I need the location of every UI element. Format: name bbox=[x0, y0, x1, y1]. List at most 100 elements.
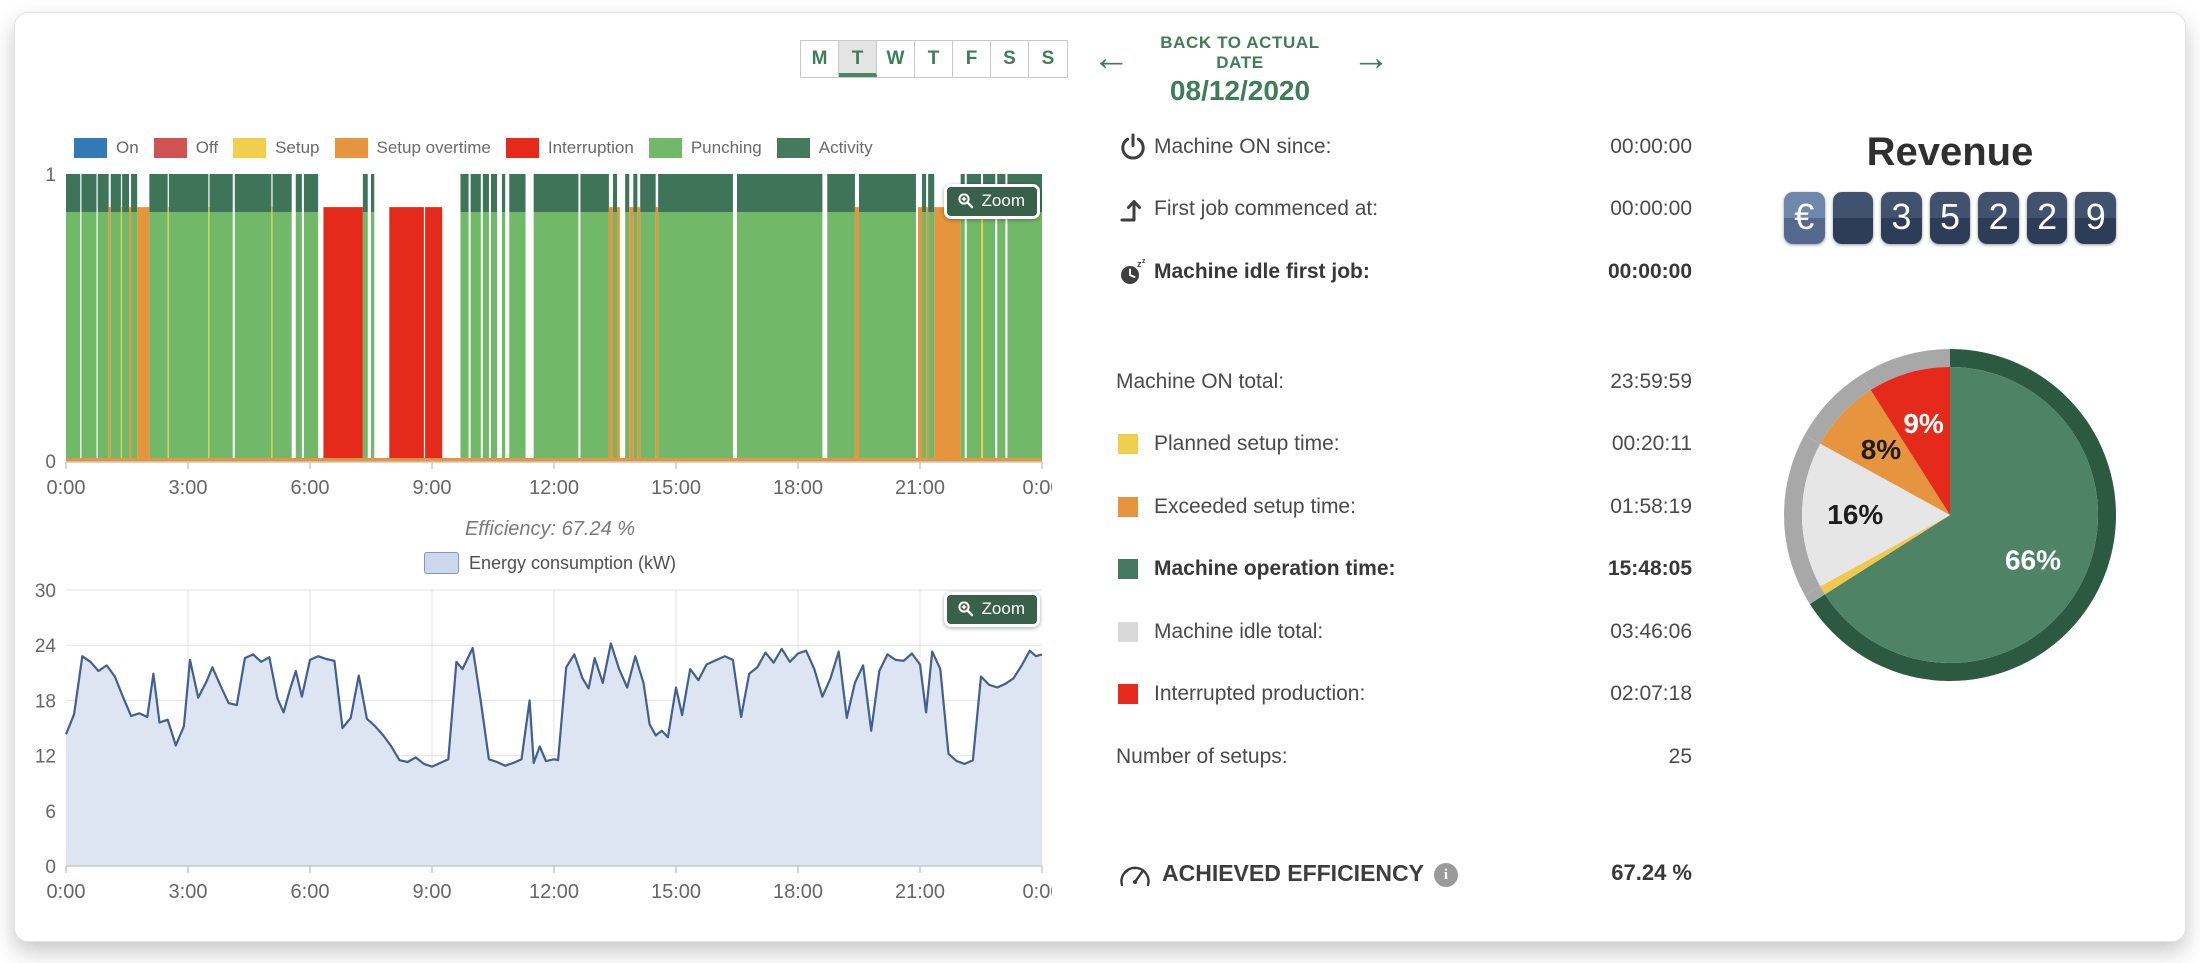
legend-item-off[interactable]: Off bbox=[153, 138, 219, 158]
svg-text:0:00: 0:00 bbox=[47, 881, 86, 903]
energy-legend-item[interactable]: Energy consumption (kW) bbox=[330, 552, 770, 574]
pie-slice-machine-operation-time[interactable] bbox=[1825, 367, 2098, 663]
svg-text:9:00: 9:00 bbox=[413, 881, 452, 903]
revenue-odometer: €3 5 2 2 9 bbox=[1783, 192, 2117, 244]
svg-text:12:00: 12:00 bbox=[529, 881, 579, 903]
svg-text:18: 18 bbox=[35, 691, 56, 712]
stat-first-job-commenced: First job commenced at: 00:00:00 bbox=[1116, 189, 1692, 229]
legend-swatch bbox=[776, 138, 810, 158]
stat-machine-operation-time: Machine operation time: 15:48:05 bbox=[1116, 549, 1692, 589]
timeline-series bbox=[66, 174, 1042, 462]
energy-area bbox=[66, 643, 1042, 866]
zoom-button-label: Zoom bbox=[981, 599, 1025, 618]
svg-text:30: 30 bbox=[35, 581, 56, 602]
pie-slice-interrupted-production[interactable] bbox=[1870, 367, 1950, 515]
energy-consumption-chart[interactable]: 0 6 12 18 24 30 0:00 3:00 6:00 9:00 12:00 15:00 18:0… bbox=[28, 578, 1062, 913]
day-cell-6[interactable]: S bbox=[1029, 41, 1067, 77]
idle-color-swatch bbox=[1118, 622, 1138, 642]
achieved-efficiency-value: 67.24 % bbox=[1611, 860, 1692, 885]
revenue-digit-tile: 9 bbox=[2075, 192, 2117, 244]
day-cell-3[interactable]: T bbox=[915, 41, 953, 77]
legend-label: Off bbox=[195, 138, 219, 157]
date-navigator[interactable]: BACK TO ACTUAL DATE 08/12/2020 bbox=[1135, 33, 1345, 107]
idle-clock-icon: z z bbox=[1121, 258, 1146, 284]
time-distribution-pie-chart[interactable]: 66% 16% 8% 9% bbox=[1768, 333, 2132, 697]
legend-label: Activity bbox=[818, 138, 873, 157]
energy-legend-swatch bbox=[423, 552, 459, 574]
revenue-digit-tile: 2 bbox=[2026, 192, 2068, 244]
day-cell-1[interactable]: T bbox=[839, 41, 877, 77]
energy-legend-label: Energy consumption (kW) bbox=[468, 552, 677, 573]
magnifier-plus-icon bbox=[957, 193, 973, 209]
svg-text:24: 24 bbox=[35, 636, 57, 657]
machine-state-timeline-chart[interactable]: 0:00 3:00 6:00 9:00 12:00 15:00 18:00 21:00 0:00… bbox=[28, 160, 1061, 510]
pie-ring-segment bbox=[1784, 435, 1821, 595]
back-to-actual-date-label[interactable]: BACK TO ACTUAL DATE bbox=[1160, 33, 1320, 72]
efficiency-note: Efficiency: 67.24 % bbox=[464, 518, 636, 540]
timeline-zoom-button[interactable]: Zoom bbox=[943, 184, 1040, 219]
legend-swatch bbox=[505, 138, 539, 158]
next-day-arrow[interactable]: → bbox=[1352, 37, 1390, 79]
revenue-digit-tile: 5 bbox=[1929, 192, 1971, 244]
day-cell-4[interactable]: F bbox=[953, 41, 991, 77]
legend-item-on[interactable]: On bbox=[74, 138, 139, 158]
legend-item-setup-overtime[interactable]: Setup overtime bbox=[334, 138, 491, 158]
svg-text:12: 12 bbox=[35, 747, 56, 768]
machine-stats-panel: Machine ON since: 00:00:00 First job com… bbox=[1116, 0, 1692, 963]
legend-label: Setup overtime bbox=[376, 138, 491, 157]
pie-ring-segment bbox=[1804, 586, 1826, 604]
interruption-color-swatch bbox=[1118, 684, 1138, 704]
svg-text:12:00: 12:00 bbox=[529, 477, 579, 499]
legend-label: On bbox=[116, 138, 139, 157]
pie-slice-planned-setup-time[interactable] bbox=[1820, 515, 1950, 595]
magnifier-plus-icon bbox=[957, 601, 973, 617]
info-icon[interactable]: i bbox=[1433, 862, 1458, 887]
first-job-arrow-icon bbox=[1120, 200, 1141, 222]
legend-item-punching[interactable]: Punching bbox=[648, 138, 762, 158]
previous-day-arrow[interactable]: ← bbox=[1092, 37, 1130, 79]
svg-text:21:00: 21:00 bbox=[895, 881, 945, 903]
revenue-title: Revenue bbox=[1866, 130, 2034, 174]
timeline-baseline bbox=[66, 458, 1042, 462]
pie-slice-label: 16% bbox=[1827, 499, 1883, 530]
zoom-button-label: Zoom bbox=[981, 191, 1025, 210]
stat-planned-setup-time: Planned setup time: 00:20:11 bbox=[1116, 424, 1692, 464]
day-cell-5[interactable]: S bbox=[991, 41, 1029, 77]
svg-text:15:00: 15:00 bbox=[651, 881, 701, 903]
timeline-legend: On Off Setup Setup overtime Interruption Punc… bbox=[74, 138, 873, 158]
pie-chart-svg[interactable]: 66% 16% 8%9% bbox=[1768, 333, 2132, 697]
svg-text:18:00: 18:00 bbox=[773, 881, 823, 903]
svg-text:3:00: 3:00 bbox=[169, 477, 208, 499]
svg-text:6: 6 bbox=[45, 802, 56, 823]
energy-zoom-button[interactable]: Zoom bbox=[943, 592, 1040, 627]
svg-text:9:00: 9:00 bbox=[413, 477, 452, 499]
operation-color-swatch bbox=[1118, 559, 1138, 579]
pie-ring-segment bbox=[1861, 349, 1950, 391]
day-cell-0[interactable]: M bbox=[801, 41, 839, 77]
pie-slice-machine-idle-total[interactable] bbox=[1802, 443, 1950, 587]
svg-text:0:00: 0:00 bbox=[1023, 881, 1052, 903]
svg-text:1: 1 bbox=[45, 165, 56, 186]
svg-text:0:00: 0:00 bbox=[47, 477, 86, 499]
stat-number-of-setups: Number of setups: 25 bbox=[1116, 745, 1692, 768]
achieved-efficiency-row: ACHIEVED EFFICIENCY i 67.24 % bbox=[1116, 851, 1692, 895]
svg-text:z: z bbox=[1137, 259, 1142, 269]
current-date: 08/12/2020 bbox=[1169, 75, 1311, 106]
svg-text:18:00: 18:00 bbox=[773, 477, 823, 499]
timeline-chart-svg[interactable]: 0:00 3:00 6:00 9:00 12:00 15:00 18:00 21:00 0:00… bbox=[28, 160, 1061, 510]
power-icon bbox=[1121, 133, 1145, 160]
legend-swatch bbox=[233, 138, 267, 158]
energy-chart-svg[interactable]: 0 6 12 18 24 30 0:00 3:00 6:00 9:00 12:00 15:00 18:0… bbox=[28, 578, 1062, 913]
revenue-digit-tile: 3 bbox=[1881, 192, 1922, 244]
legend-label: Interruption bbox=[547, 138, 634, 157]
legend-item-activity[interactable]: Activity bbox=[776, 138, 873, 158]
pie-slice-exceeded-setup-time[interactable] bbox=[1820, 390, 1950, 515]
setup-color-swatch bbox=[1118, 434, 1138, 454]
energy-line bbox=[64, 642, 1043, 768]
legend-item-interruption[interactable]: Interruption bbox=[505, 138, 634, 158]
revenue-digit-tile: 2 bbox=[1978, 192, 2019, 244]
legend-item-setup[interactable]: Setup bbox=[233, 138, 320, 158]
day-cell-2[interactable]: W bbox=[877, 41, 915, 77]
